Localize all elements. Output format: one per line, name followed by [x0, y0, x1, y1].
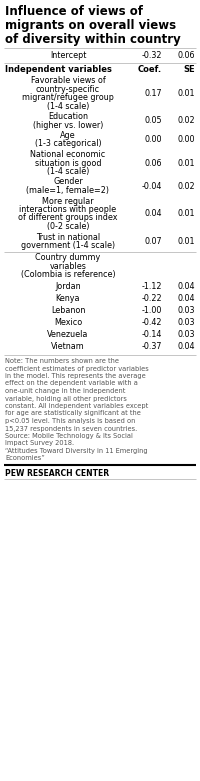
- Text: Country dummy: Country dummy: [35, 254, 101, 262]
- Text: Favorable views of: Favorable views of: [31, 76, 105, 85]
- Text: migrant/refugee group: migrant/refugee group: [22, 93, 114, 102]
- Text: Age: Age: [60, 131, 76, 140]
- Text: -0.32: -0.32: [142, 51, 162, 60]
- Text: country-specific: country-specific: [36, 84, 100, 94]
- Text: 0.03: 0.03: [178, 306, 195, 315]
- Text: (1-4 scale): (1-4 scale): [47, 102, 89, 110]
- Text: -0.14: -0.14: [142, 330, 162, 339]
- Text: (0-2 scale): (0-2 scale): [47, 222, 89, 231]
- Text: Economies”: Economies”: [5, 455, 45, 462]
- Text: 0.03: 0.03: [178, 318, 195, 327]
- Text: 0.01: 0.01: [178, 209, 195, 218]
- Text: PEW RESEARCH CENTER: PEW RESEARCH CENTER: [5, 469, 109, 478]
- Text: Note: The numbers shown are the: Note: The numbers shown are the: [5, 358, 119, 364]
- Text: government (1-4 scale): government (1-4 scale): [21, 241, 115, 250]
- Text: Kenya: Kenya: [56, 294, 80, 303]
- Text: -1.12: -1.12: [142, 282, 162, 291]
- Text: for age are statistically significant at the: for age are statistically significant at…: [5, 411, 141, 416]
- Text: Intercept: Intercept: [50, 51, 86, 60]
- Text: 0.01: 0.01: [178, 237, 195, 246]
- Text: (1-4 scale): (1-4 scale): [47, 167, 89, 176]
- Text: 0.06: 0.06: [144, 159, 162, 167]
- Text: “Attitudes Toward Diversity in 11 Emerging: “Attitudes Toward Diversity in 11 Emergi…: [5, 448, 148, 454]
- Text: 15,237 respondents in seven countries.: 15,237 respondents in seven countries.: [5, 426, 137, 431]
- Text: p<0.05 level. This analysis is based on: p<0.05 level. This analysis is based on: [5, 418, 135, 424]
- Text: 0.04: 0.04: [178, 282, 195, 291]
- Text: 0.07: 0.07: [144, 237, 162, 246]
- Text: one-unit change in the independent: one-unit change in the independent: [5, 388, 125, 394]
- Text: -1.00: -1.00: [142, 306, 162, 315]
- Text: effect on the dependent variable with a: effect on the dependent variable with a: [5, 380, 138, 387]
- Text: Impact Survey 2018.: Impact Survey 2018.: [5, 440, 74, 447]
- Text: 0.02: 0.02: [177, 182, 195, 191]
- Text: Venezuela: Venezuela: [47, 330, 89, 339]
- Text: 0.04: 0.04: [178, 294, 195, 303]
- Text: coefficient estimates of predictor variables: coefficient estimates of predictor varia…: [5, 366, 149, 372]
- Text: Jordan: Jordan: [55, 282, 81, 291]
- Text: of diversity within country: of diversity within country: [5, 33, 181, 46]
- Text: (1-3 categorical): (1-3 categorical): [35, 140, 101, 148]
- Text: 0.01: 0.01: [178, 159, 195, 167]
- Text: (higher vs. lower): (higher vs. lower): [33, 120, 103, 130]
- Text: (male=1, female=2): (male=1, female=2): [26, 186, 110, 195]
- Text: Vietnam: Vietnam: [51, 342, 85, 351]
- Text: Independent variables: Independent variables: [5, 65, 112, 74]
- Text: Gender: Gender: [53, 177, 83, 187]
- Text: of different groups index: of different groups index: [18, 213, 118, 223]
- Text: -0.37: -0.37: [142, 342, 162, 351]
- Text: -0.04: -0.04: [142, 182, 162, 191]
- Text: migrants on overall views: migrants on overall views: [5, 19, 176, 32]
- Text: Source: Mobile Technology & Its Social: Source: Mobile Technology & Its Social: [5, 433, 133, 439]
- Text: interactions with people: interactions with people: [19, 205, 117, 214]
- Text: 0.06: 0.06: [178, 51, 195, 60]
- Text: Trust in national: Trust in national: [36, 233, 100, 241]
- Text: National economic: National economic: [30, 150, 106, 159]
- Text: situation is good: situation is good: [35, 159, 101, 167]
- Text: Mexico: Mexico: [54, 318, 82, 327]
- Text: constant. All independent variables except: constant. All independent variables exce…: [5, 403, 148, 409]
- Text: 0.04: 0.04: [144, 209, 162, 218]
- Text: -0.22: -0.22: [141, 294, 162, 303]
- Text: variables: variables: [50, 262, 86, 271]
- Text: 0.02: 0.02: [177, 116, 195, 125]
- Text: Influence of views of: Influence of views of: [5, 5, 143, 18]
- Text: Coef.: Coef.: [138, 65, 162, 74]
- Text: Lebanon: Lebanon: [51, 306, 85, 315]
- Text: SE: SE: [183, 65, 195, 74]
- Text: 0.03: 0.03: [178, 330, 195, 339]
- Text: in the model. This represents the average: in the model. This represents the averag…: [5, 373, 146, 379]
- Text: 0.01: 0.01: [178, 89, 195, 98]
- Text: (Colombia is reference): (Colombia is reference): [21, 270, 115, 280]
- Text: 0.17: 0.17: [144, 89, 162, 98]
- Text: 0.00: 0.00: [178, 135, 195, 144]
- Text: More regular: More regular: [42, 197, 94, 205]
- Text: -0.42: -0.42: [142, 318, 162, 327]
- Text: 0.04: 0.04: [178, 342, 195, 351]
- Text: 0.05: 0.05: [144, 116, 162, 125]
- Text: variable, holding all other predictors: variable, holding all other predictors: [5, 395, 127, 401]
- Text: Education: Education: [48, 112, 88, 121]
- Text: 0.00: 0.00: [144, 135, 162, 144]
